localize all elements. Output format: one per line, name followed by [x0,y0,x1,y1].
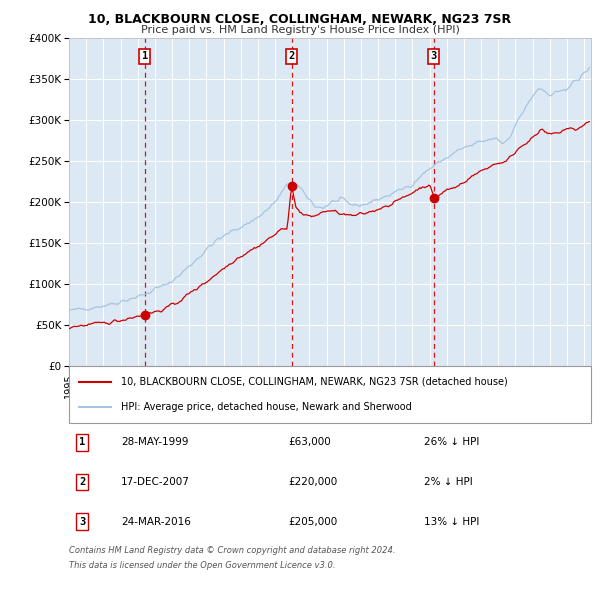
Text: 28-MAY-1999: 28-MAY-1999 [121,437,188,447]
Text: Price paid vs. HM Land Registry's House Price Index (HPI): Price paid vs. HM Land Registry's House … [140,25,460,35]
Text: 10, BLACKBOURN CLOSE, COLLINGHAM, NEWARK, NG23 7SR (detached house): 10, BLACKBOURN CLOSE, COLLINGHAM, NEWARK… [121,377,508,387]
Text: 13% ↓ HPI: 13% ↓ HPI [424,517,479,526]
Text: 24-MAR-2016: 24-MAR-2016 [121,517,191,526]
Text: 2% ↓ HPI: 2% ↓ HPI [424,477,473,487]
Text: This data is licensed under the Open Government Licence v3.0.: This data is licensed under the Open Gov… [69,561,335,570]
Text: 1: 1 [79,437,85,447]
Text: 26% ↓ HPI: 26% ↓ HPI [424,437,479,447]
Text: 10, BLACKBOURN CLOSE, COLLINGHAM, NEWARK, NG23 7SR: 10, BLACKBOURN CLOSE, COLLINGHAM, NEWARK… [88,13,512,26]
Text: 3: 3 [79,517,85,526]
Text: £205,000: £205,000 [288,517,337,526]
Text: 2: 2 [289,51,295,61]
Text: £220,000: £220,000 [288,477,337,487]
FancyBboxPatch shape [69,366,591,422]
Text: 3: 3 [430,51,437,61]
Text: Contains HM Land Registry data © Crown copyright and database right 2024.: Contains HM Land Registry data © Crown c… [69,546,395,555]
Text: 1: 1 [142,51,148,61]
Text: HPI: Average price, detached house, Newark and Sherwood: HPI: Average price, detached house, Newa… [121,402,412,412]
Text: 17-DEC-2007: 17-DEC-2007 [121,477,190,487]
Text: £63,000: £63,000 [288,437,331,447]
Text: 2: 2 [79,477,85,487]
